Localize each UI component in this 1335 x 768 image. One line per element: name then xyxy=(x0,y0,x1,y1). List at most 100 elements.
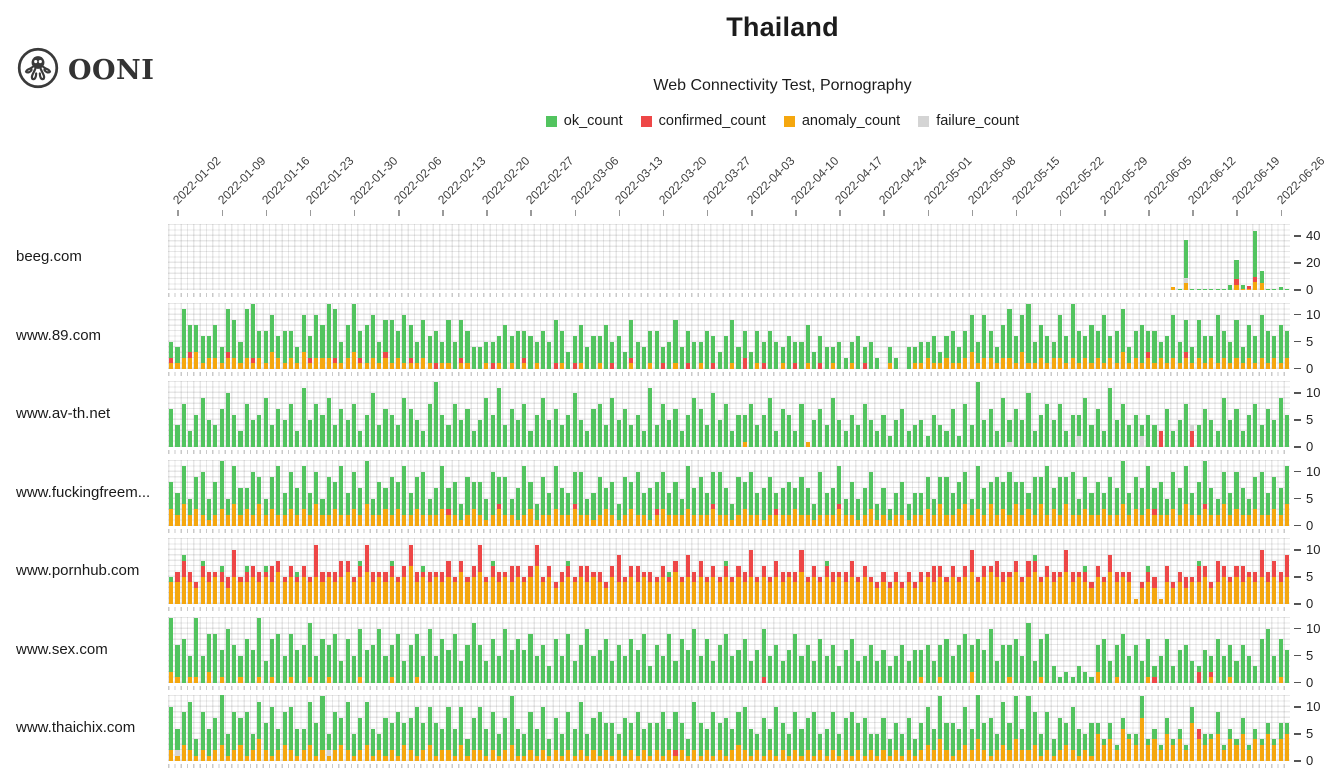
bar-segment[interactable] xyxy=(522,403,527,447)
bar-segment[interactable] xyxy=(383,352,388,358)
bar-segment[interactable] xyxy=(1120,728,1126,761)
bar-segment[interactable] xyxy=(1165,336,1170,364)
bar-segment[interactable] xyxy=(1127,346,1132,364)
bar-segment[interactable] xyxy=(181,555,186,561)
bar-segment[interactable] xyxy=(654,425,659,447)
bar-segment[interactable] xyxy=(1265,288,1271,290)
bar-segment[interactable] xyxy=(244,487,249,510)
bar-segment[interactable] xyxy=(1278,514,1283,526)
bar-segment[interactable] xyxy=(969,571,974,604)
bar-segment[interactable] xyxy=(396,633,401,683)
bar-segment[interactable] xyxy=(1032,744,1037,761)
bar-segment[interactable] xyxy=(522,363,527,369)
bar-segment[interactable] xyxy=(856,520,861,526)
bar-segment[interactable] xyxy=(200,398,205,447)
bar-segment[interactable] xyxy=(1158,430,1163,447)
bar-segment[interactable] xyxy=(251,750,256,761)
bar-segment[interactable] xyxy=(478,482,483,515)
bar-segment[interactable] xyxy=(767,476,773,515)
bar-segment[interactable] xyxy=(843,650,848,683)
bar-segment[interactable] xyxy=(1202,288,1207,290)
bar-segment[interactable] xyxy=(837,466,842,504)
bar-segment[interactable] xyxy=(326,755,331,761)
bar-segment[interactable] xyxy=(465,476,470,515)
bar-segment[interactable] xyxy=(1240,288,1245,290)
bar-segment[interactable] xyxy=(339,363,344,369)
bar-segment[interactable] xyxy=(938,476,943,504)
bar-segment[interactable] xyxy=(667,750,672,761)
bar-segment[interactable] xyxy=(541,330,546,369)
bar-segment[interactable] xyxy=(288,403,293,447)
bar-segment[interactable] xyxy=(1221,503,1226,526)
bar-segment[interactable] xyxy=(1228,341,1233,364)
bar-segment[interactable] xyxy=(1013,571,1018,604)
bar-segment[interactable] xyxy=(232,319,237,358)
bar-segment[interactable] xyxy=(1202,409,1207,447)
bar-segment[interactable] xyxy=(440,414,445,447)
bar-segment[interactable] xyxy=(1240,363,1245,369)
bar-segment[interactable] xyxy=(1139,696,1144,718)
bar-segment[interactable] xyxy=(793,363,798,369)
bar-segment[interactable] xyxy=(402,744,407,761)
bar-segment[interactable] xyxy=(1001,744,1006,761)
bar-segment[interactable] xyxy=(503,476,508,515)
bar-segment[interactable] xyxy=(894,723,899,751)
bar-segment[interactable] xyxy=(698,723,703,756)
bar-segment[interactable] xyxy=(780,571,785,583)
bar-segment[interactable] xyxy=(1057,476,1063,515)
bar-segment[interactable] xyxy=(774,755,779,761)
bar-segment[interactable] xyxy=(383,717,388,756)
bar-segment[interactable] xyxy=(263,398,268,447)
bar-segment[interactable] xyxy=(553,319,558,364)
bar-segment[interactable] xyxy=(1259,283,1264,290)
bar-segment[interactable] xyxy=(585,346,590,369)
bar-segment[interactable] xyxy=(326,571,331,577)
bar-segment[interactable] xyxy=(276,633,281,683)
bar-segment[interactable] xyxy=(698,409,703,447)
bar-segment[interactable] xyxy=(408,717,413,751)
bar-segment[interactable] xyxy=(1045,712,1050,751)
bar-segment[interactable] xyxy=(270,755,275,761)
bar-segment[interactable] xyxy=(944,639,949,683)
bar-segment[interactable] xyxy=(1039,414,1044,447)
bar-segment[interactable] xyxy=(1095,482,1100,515)
bar-segment[interactable] xyxy=(194,352,199,369)
bar-segment[interactable] xyxy=(251,650,256,683)
bar-segment[interactable] xyxy=(679,639,684,683)
bar-segment[interactable] xyxy=(175,677,180,683)
bar-segment[interactable] xyxy=(364,503,369,526)
bar-segment[interactable] xyxy=(358,560,363,567)
bar-segment[interactable] xyxy=(534,363,539,369)
bar-segment[interactable] xyxy=(1026,623,1031,683)
bar-segment[interactable] xyxy=(1278,287,1283,290)
bar-segment[interactable] xyxy=(389,476,394,515)
bar-segment[interactable] xyxy=(1284,414,1289,447)
bar-segment[interactable] xyxy=(200,471,205,515)
bar-segment[interactable] xyxy=(648,666,653,683)
bar-segment[interactable] xyxy=(1221,744,1226,751)
bar-segment[interactable] xyxy=(641,493,646,515)
bar-segment[interactable] xyxy=(257,414,262,447)
bar-segment[interactable] xyxy=(1020,314,1025,353)
bar-segment[interactable] xyxy=(225,755,230,761)
bar-segment[interactable] xyxy=(1083,582,1088,604)
bar-segment[interactable] xyxy=(1089,587,1094,604)
bar-segment[interactable] xyxy=(887,755,892,761)
bar-segment[interactable] xyxy=(1007,309,1012,358)
bar-segment[interactable] xyxy=(1196,671,1201,683)
bar-segment[interactable] xyxy=(257,330,262,358)
bar-segment[interactable] xyxy=(698,755,703,761)
bar-segment[interactable] xyxy=(427,403,432,447)
bar-segment[interactable] xyxy=(263,566,268,572)
bar-segment[interactable] xyxy=(597,571,602,583)
bar-segment[interactable] xyxy=(465,409,470,447)
bar-segment[interactable] xyxy=(875,430,880,447)
bar-segment[interactable] xyxy=(1234,260,1239,280)
bar-segment[interactable] xyxy=(1076,755,1081,761)
bar-segment[interactable] xyxy=(648,387,653,447)
bar-segment[interactable] xyxy=(578,701,583,751)
bar-segment[interactable] xyxy=(818,639,823,683)
bar-segment[interactable] xyxy=(1051,582,1056,604)
bar-segment[interactable] xyxy=(478,571,483,604)
bar-segment[interactable] xyxy=(963,744,968,761)
